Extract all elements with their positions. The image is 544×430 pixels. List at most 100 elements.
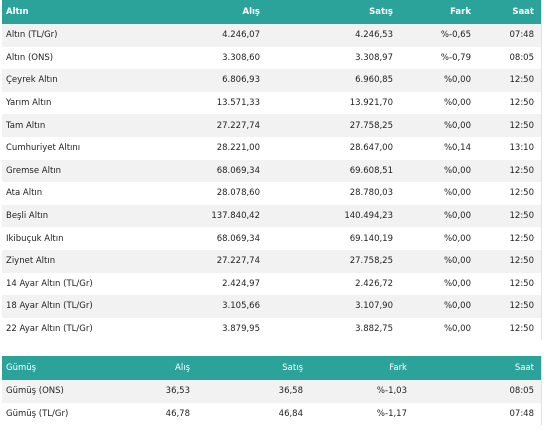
gold-header-buy: Alış: [242, 7, 260, 17]
gold-header-name: Altın: [6, 7, 29, 17]
gold-cell-name: 14 Ayar Altın (TL/Gr): [6, 278, 93, 289]
gold-cell-buy: 28.221,00: [216, 143, 260, 154]
silver-table-body: Gümüş (ONS) 36,53 36,58 %-1,03 08:05 Gümüş (T…: [2, 380, 541, 425]
gold-cell-sell: 69.140,19: [349, 233, 393, 244]
silver-price-table: Gümüş Alış Satış Fark Saat Gümüş (ONS) 36…: [2, 356, 542, 426]
silver-cell-diff: %-1,03: [376, 386, 407, 397]
gold-cell-time: 12:50: [509, 98, 535, 109]
gold-cell-sell: 2.426,72: [355, 278, 393, 289]
gold-header-sell: Satış: [369, 7, 393, 17]
gold-table-row: İkibuçuk Altın 68.069,34 69.140,19 %0,00 12:…: [2, 227, 541, 250]
silver-cell-name: Gümüş (ONS): [6, 386, 64, 397]
gold-cell-diff: %0,00: [443, 165, 471, 176]
gold-cell-sell: 3.308,97: [355, 52, 393, 63]
gold-cell-diff: %0,00: [443, 324, 471, 335]
gold-table-row: 22 Ayar Altın (TL/Gr) 3.879,95 3.882,75 %0,…: [2, 318, 541, 341]
gold-table-row: Altın (ONS) 3.308,60 3.308,97 %-0,79 08:05: [2, 47, 541, 70]
gold-cell-sell: 28.647,00: [349, 143, 393, 154]
gold-cell-name: Ziynet Altın: [6, 256, 56, 267]
gold-header-diff: Fark: [450, 7, 471, 17]
gold-cell-time: 12:50: [509, 278, 535, 289]
gold-table-row: 18 Ayar Altın (TL/Gr) 3.105,66 3.107,90 %0,…: [2, 295, 541, 318]
gold-cell-buy: 27.227,74: [216, 120, 260, 131]
gold-table-header: Altın Alış Satış Fark Saat: [2, 0, 541, 24]
gold-cell-sell: 27.758,25: [349, 120, 393, 131]
gold-cell-time: 12:50: [509, 165, 535, 176]
gold-cell-buy: 27.227,74: [216, 256, 260, 267]
gold-table-row: Altın (TL/Gr) 4.246,07 4.246,53 %-0,65 07:48: [2, 24, 541, 47]
gold-table-row: Ata Altın 28.078,60 28.780,03 %0,00 12:50: [2, 182, 541, 205]
gold-cell-name: Altın (TL/Gr): [6, 30, 58, 41]
gold-cell-diff: %0,00: [443, 256, 471, 267]
gold-table-row: Ziynet Altın 27.227,74 27.758,25 %0,00 12:50: [2, 249, 541, 273]
gold-cell-time: 12:50: [509, 301, 535, 312]
gold-cell-time: 08:05: [509, 52, 535, 63]
gold-cell-name: Çeyrek Altın: [6, 75, 58, 86]
gold-cell-name: İkibuçuk Altın: [6, 233, 64, 244]
gold-cell-time: 13:10: [509, 143, 535, 154]
gold-cell-diff: %0,00: [443, 278, 471, 289]
gold-table-row: Çeyrek Altın 6.806,93 6.960,85 %0,00 12:50: [2, 69, 541, 92]
gold-table-row: Yarım Altın 13.571,33 13.921,70 %0,00 12:50: [2, 92, 541, 115]
gold-cell-sell: 28.780,03: [349, 188, 393, 199]
gold-table-body: Altın (TL/Gr) 4.246,07 4.246,53 %-0,65 07:48…: [2, 24, 541, 340]
silver-header-time: Saat: [514, 363, 534, 373]
gold-cell-time: 12:50: [509, 233, 535, 244]
gold-cell-diff: %0,00: [443, 301, 471, 312]
silver-table-row: Gümüş (ONS) 36,53 36,58 %-1,03 08:05: [2, 380, 541, 403]
gold-cell-buy: 68.069,34: [216, 165, 260, 176]
gold-cell-sell: 3.882,75: [355, 324, 393, 335]
silver-cell-time: 07:48: [509, 408, 535, 419]
gold-cell-time: 12:50: [509, 188, 535, 199]
gold-cell-name: Cumhuriyet Altını: [6, 143, 81, 154]
gold-cell-buy: 3.105,66: [222, 301, 260, 312]
silver-table-header: Gümüş Alış Satış Fark Saat: [2, 356, 541, 380]
gold-cell-name: Yarım Altın: [6, 98, 52, 109]
gold-cell-name: 18 Ayar Altın (TL/Gr): [6, 301, 93, 312]
gold-cell-name: Gremse Altın: [6, 165, 62, 176]
gold-cell-name: 22 Ayar Altın (TL/Gr): [6, 324, 93, 335]
silver-header-diff: Fark: [389, 363, 407, 373]
gold-cell-diff: %0,14: [443, 143, 471, 154]
gold-cell-buy: 3.879,95: [222, 324, 260, 335]
gold-table-row: Gremse Altın 68.069,34 69.608,51 %0,00 12:50: [2, 159, 541, 183]
gold-cell-sell: 27.758,25: [349, 256, 393, 267]
silver-cell-sell: 46,84: [278, 408, 303, 419]
silver-cell-time: 08:05: [509, 386, 535, 397]
gold-cell-buy: 4.246,07: [222, 30, 260, 41]
gold-cell-time: 12:50: [509, 75, 535, 86]
gold-header-time: Saat: [512, 7, 534, 17]
gold-cell-buy: 68.069,34: [216, 233, 260, 244]
gold-cell-sell: 3.107,90: [355, 301, 393, 312]
gold-cell-diff: %0,00: [443, 120, 471, 131]
silver-header-buy: Alış: [175, 363, 190, 373]
gold-cell-name: Tam Altın: [6, 120, 46, 131]
gold-cell-diff: %0,00: [443, 233, 471, 244]
gold-cell-sell: 6.960,85: [355, 75, 393, 86]
gold-table-row: Cumhuriyet Altını 28.221,00 28.647,00 %0,14…: [2, 137, 541, 160]
gold-cell-sell: 140.494,23: [344, 211, 393, 222]
gold-cell-sell: 4.246,53: [355, 30, 393, 41]
gold-cell-buy: 28.078,60: [216, 188, 260, 199]
gold-cell-diff: %-0,79: [440, 52, 471, 63]
silver-header-name: Gümüş: [6, 363, 37, 373]
gold-cell-diff: %0,00: [443, 98, 471, 109]
gold-cell-buy: 137.840,42: [211, 211, 260, 222]
gold-table-row: 14 Ayar Altın (TL/Gr) 2.424,97 2.426,72 %0,…: [2, 273, 541, 296]
silver-cell-diff: %-1,17: [376, 408, 407, 419]
gold-cell-sell: 13.921,70: [349, 98, 393, 109]
gold-cell-time: 12:50: [509, 256, 535, 267]
gold-cell-time: 07:48: [509, 30, 535, 41]
gold-cell-name: Altın (ONS): [6, 52, 54, 63]
silver-cell-name: Gümüş (TL/Gr): [6, 408, 69, 419]
gold-cell-name: Ata Altın: [6, 188, 43, 199]
gold-cell-buy: 6.806,93: [222, 75, 260, 86]
silver-table-row: Gümüş (TL/Gr) 46,78 46,84 %-1,17 07:48: [2, 403, 541, 426]
gold-table-row: Tam Altın 27.227,74 27.758,25 %0,00 12:50: [2, 114, 541, 137]
gold-cell-buy: 3.308,60: [222, 52, 260, 63]
gold-cell-diff: %0,00: [443, 75, 471, 86]
silver-cell-buy: 46,78: [165, 408, 190, 419]
gold-cell-name: Beşli Altın: [6, 211, 49, 222]
gold-cell-time: 12:50: [509, 211, 535, 222]
